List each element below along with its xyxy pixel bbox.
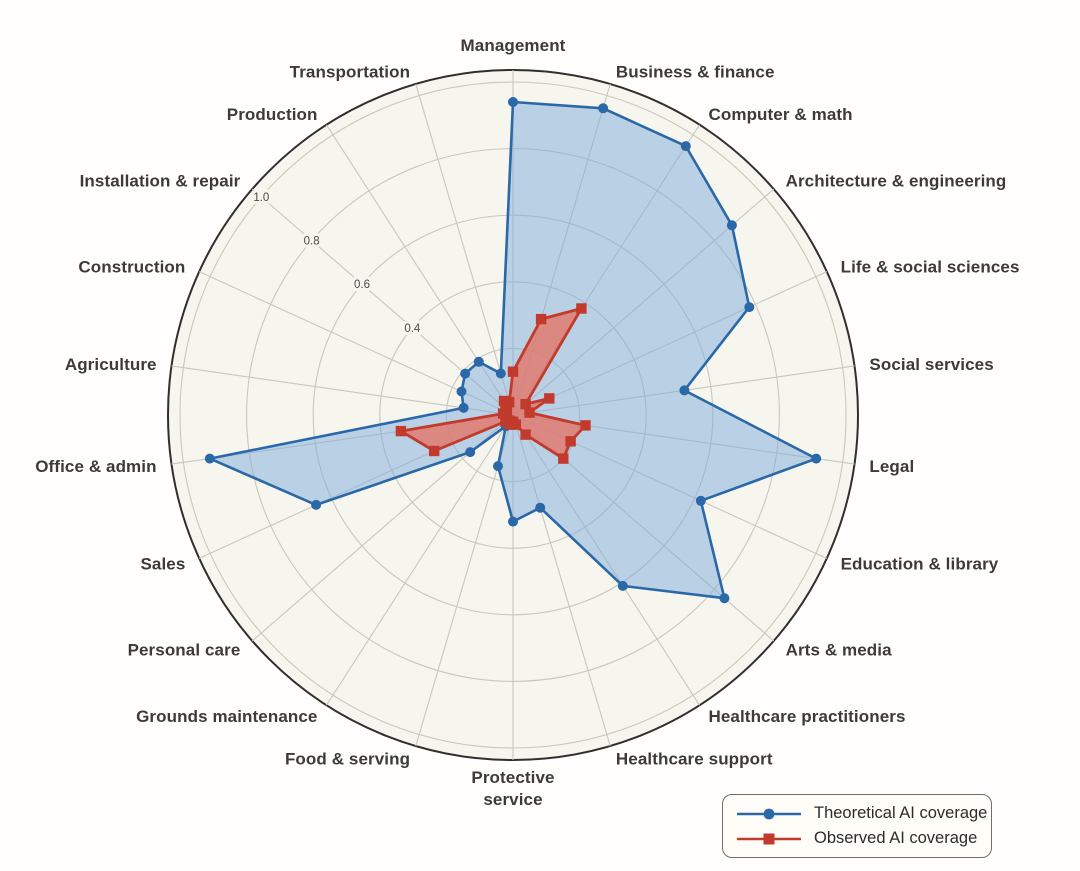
grid-spoke xyxy=(415,83,514,416)
grid-spoke xyxy=(171,365,514,416)
radial-tick-label: 1.0 xyxy=(253,192,269,204)
category-label-architecture-engineering: Architecture & engineering xyxy=(786,172,1007,191)
series-observed-marker xyxy=(429,445,440,457)
category-label-personal-care: Personal care xyxy=(128,640,241,659)
category-label-arts-media: Arts & media xyxy=(786,640,893,659)
series-observed-marker xyxy=(535,313,547,325)
category-label-healthcare-support: Healthcare support xyxy=(616,750,773,769)
series-theoretical-marker xyxy=(535,502,546,513)
legend-label-observed: Observed AI coverage xyxy=(814,829,978,847)
series-theoretical-marker xyxy=(680,141,691,152)
series-observed-marker xyxy=(500,416,511,427)
series-theoretical-marker xyxy=(473,356,484,367)
category-label-social-services: Social services xyxy=(869,355,993,374)
grid-ring xyxy=(179,81,847,749)
series-theoretical-marker xyxy=(204,453,215,464)
series-theoretical-marker xyxy=(744,302,755,313)
series-observed-marker xyxy=(500,403,511,414)
category-label-food-serving: Food & serving xyxy=(285,750,410,769)
series-observed-marker xyxy=(504,397,515,408)
series-observed-marker xyxy=(507,366,519,377)
category-label-installation-repair: Installation & repair xyxy=(80,172,241,191)
legend-marker-theoretical-icon xyxy=(737,808,801,819)
category-label-agriculture: Agriculture xyxy=(65,355,157,374)
series-theoretical-marker xyxy=(456,386,467,397)
series-theoretical-marker xyxy=(508,516,518,527)
grid-spoke xyxy=(326,414,514,706)
legend-item-observed: Observed AI coverage xyxy=(735,829,991,849)
series-theoretical-marker xyxy=(460,368,471,379)
series-theoretical-marker xyxy=(695,495,706,506)
category-label-production: Production xyxy=(227,105,318,124)
category-label-education-library: Education & library xyxy=(841,555,999,574)
category-label-construction: Construction xyxy=(78,257,185,276)
series-theoretical-marker xyxy=(311,499,322,510)
legend-item-theoretical: Theoretical AI coverage xyxy=(735,804,991,824)
series-observed-marker xyxy=(520,398,531,410)
series-theoretical-marker xyxy=(617,580,628,591)
series-observed-marker xyxy=(580,420,591,431)
series-theoretical-marker xyxy=(458,402,469,413)
category-label-transportation: Transportation xyxy=(290,63,410,82)
series-observed-marker xyxy=(558,453,569,464)
category-label-office-admin: Office & admin xyxy=(35,457,156,476)
series-theoretical-marker xyxy=(598,103,609,114)
radial-tick-label: 0.8 xyxy=(304,236,320,248)
series-theoretical-marker xyxy=(495,368,506,379)
series-observed-marker xyxy=(395,425,407,437)
category-label-sales: Sales xyxy=(140,555,185,574)
legend-marker-observed-icon xyxy=(737,833,801,844)
category-label-life-social-sciences: Life & social sciences xyxy=(841,257,1020,276)
category-label-computer-math: Computer & math xyxy=(709,105,853,124)
category-label-legal: Legal xyxy=(869,457,914,476)
category-label-business-finance: Business & finance xyxy=(616,63,775,82)
series-theoretical-marker xyxy=(811,453,822,464)
legend-dot-theoretical xyxy=(763,808,775,819)
series-theoretical-marker xyxy=(493,461,503,472)
legend-square-observed xyxy=(763,833,775,844)
category-label-grounds-maintenance: Grounds maintenance xyxy=(136,707,317,726)
series-theoretical-marker xyxy=(719,593,730,604)
series-observed-marker xyxy=(524,407,535,418)
series-observed-marker xyxy=(576,303,587,314)
series-observed-marker xyxy=(565,436,576,447)
series-theoretical-marker xyxy=(679,385,690,396)
category-label-management: Management xyxy=(461,36,566,55)
legend-label-theoretical: Theoretical AI coverage xyxy=(814,804,988,822)
category-label-healthcare-practitioners: Healthcare practitioners xyxy=(709,707,906,726)
series-observed-marker xyxy=(544,393,555,404)
series-theoretical-marker xyxy=(465,447,476,458)
series-theoretical-marker xyxy=(726,220,737,231)
category-label-protective-service: Protective service xyxy=(471,768,554,809)
radial-tick-label: 0.4 xyxy=(404,323,421,335)
series-theoretical-marker xyxy=(508,97,518,107)
radial-tick-label: 0.6 xyxy=(354,279,370,291)
chart-legend: Theoretical AI coverage Observed AI cove… xyxy=(722,794,992,858)
series-observed-marker xyxy=(520,429,531,440)
